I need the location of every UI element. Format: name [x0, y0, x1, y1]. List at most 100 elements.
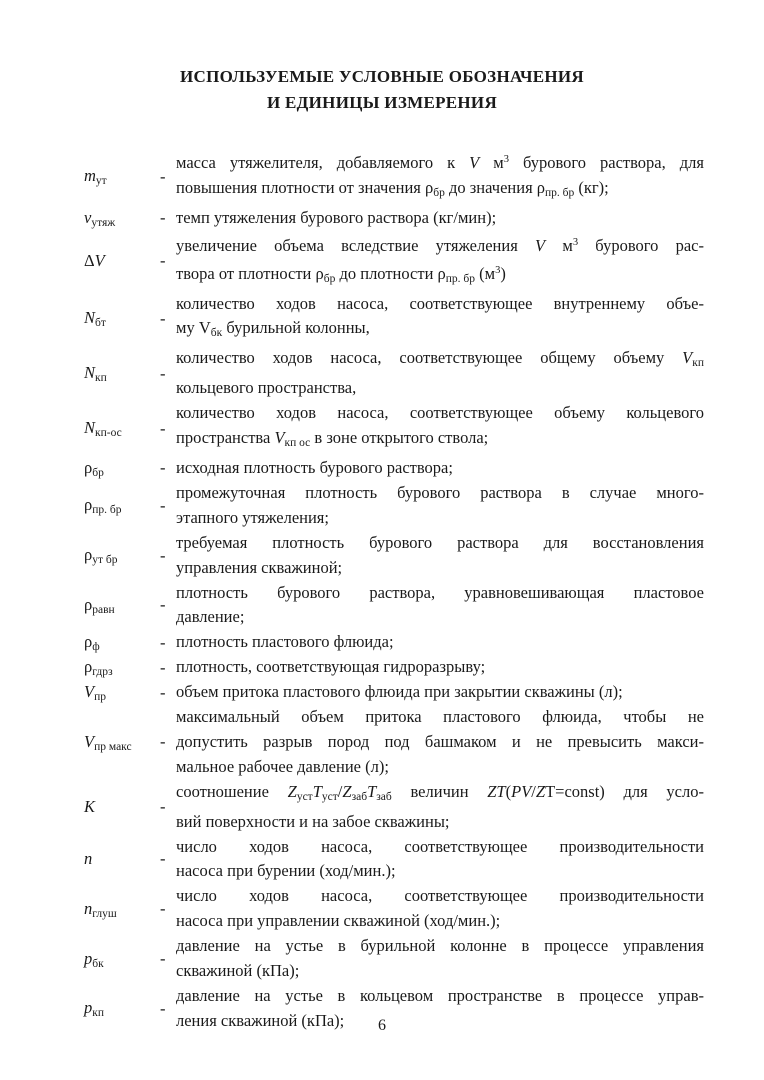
definition-text: исходная плотность бурового раствора;: [176, 456, 704, 481]
definition-line: исходная плотность бурового раствора;: [176, 457, 453, 477]
definition-line: требуемая плотность бурового раствора дл…: [176, 532, 704, 552]
definition-line: допустить разрыв пород под башмаком и не…: [176, 731, 704, 751]
symbol: ρпр. бр: [84, 495, 122, 517]
dash-separator: -: [160, 545, 166, 565]
definition-line: число ходов насоса, соответствующее прои…: [176, 886, 704, 906]
definition-text: число ходов насоса, соответствующее прои…: [176, 835, 704, 885]
definition-text: количество ходов насоса, соответствующее…: [176, 346, 704, 401]
symbol-cell: ΔV: [84, 231, 160, 292]
definition-line: соотношение ZустTуст/ZзабTзаб величин ZT…: [176, 781, 704, 803]
definition-text: плотность пластового флюида;: [176, 630, 704, 655]
page-title-line2: И ЕДИНИЦЫ ИЗМЕРЕНИЯ: [266, 92, 498, 112]
symbol-cell: Vпр макс: [84, 705, 160, 780]
symbol-cell: ρпр. бр: [84, 481, 160, 531]
page-title: ИСПОЛЬЗУЕМЫЕ УСЛОВНЫЕ ОБОЗНАЧЕНИЯ И ЕДИН…: [0, 64, 764, 115]
definition-line: насоса при управлении скважиной (ход/мин…: [176, 911, 501, 931]
definition-line: мальное рабочее давление (л);: [176, 756, 389, 776]
dash-separator: -: [160, 418, 166, 438]
symbol-cell: Nбт: [84, 292, 160, 347]
symbol: ρбр: [84, 457, 104, 479]
definition-row: vутяж - темп утяжеления бурового раствора …: [84, 206, 704, 231]
definition-row: pкп - давление на устье в кольцевом простр…: [84, 984, 704, 1034]
definition-row: ρгдрз - плотность, соответствующая гидрора…: [84, 655, 704, 680]
symbol-cell: ρф: [84, 630, 160, 655]
dash-separator: -: [160, 949, 166, 969]
symbol: ΔV: [84, 251, 105, 271]
definition-line: плотность пластового флюида;: [176, 632, 394, 652]
definition-text: количество ходов насоса, соответствующее…: [176, 401, 704, 456]
symbol-cell: Nкп-ос: [84, 401, 160, 456]
definition-line: масса утяжелителя, добавляемого к V м3 б…: [176, 153, 704, 172]
definition-line: промежуточная плотность бурового раствор…: [176, 482, 704, 502]
definition-text: плотность бурового раствора, уравновешив…: [176, 581, 704, 631]
symbol: Vпр: [84, 682, 106, 704]
definition-line: вий поверхности и на забое скважины;: [176, 811, 450, 831]
symbol-cell: vутяж: [84, 206, 160, 231]
definition-row: Nкп - количество ходов насоса, соответству…: [84, 346, 704, 401]
definition-text: требуемая плотность бурового раствора дл…: [176, 531, 704, 581]
symbol-cell: ρбр: [84, 456, 160, 481]
symbol: Vпр макс: [84, 731, 132, 753]
dash-separator: -: [160, 732, 166, 752]
definition-row: ρравн - плотность бурового раствора, уравн…: [84, 581, 704, 631]
definition-text: промежуточная плотность бурового раствор…: [176, 481, 704, 531]
definition-line: этапного утяжеления;: [176, 507, 329, 527]
definition-text: давление на устье в бурильной колонне в …: [176, 934, 704, 984]
dash-separator: -: [160, 632, 166, 652]
definition-line: му Vбк бурильной колонны,: [176, 318, 370, 340]
definition-text: темп утяжеления бурового раствора (кг/ми…: [176, 206, 704, 231]
symbol: ρравн: [84, 594, 115, 616]
definition-line: твора от плотности ρбр до плотности ρпр.…: [176, 263, 506, 285]
symbol-cell: K: [84, 780, 160, 835]
dash-separator: -: [160, 208, 166, 228]
symbol: nглуш: [84, 898, 117, 920]
symbol: vутяж: [84, 207, 116, 229]
dash-separator: -: [160, 849, 166, 869]
dash-separator: -: [160, 251, 166, 271]
definition-text: количество ходов насоса, соответствующее…: [176, 292, 704, 347]
symbol-cell: ρут бр: [84, 531, 160, 581]
dash-separator: -: [160, 458, 166, 478]
definition-text: объем притока пластового флюида при закр…: [176, 680, 704, 705]
definition-row: ρф - плотность пластового флюида;: [84, 630, 704, 655]
definition-line: плотность бурового раствора, уравновешив…: [176, 582, 704, 602]
page-title-line1: ИСПОЛЬЗУЕМЫЕ УСЛОВНЫЕ ОБОЗНАЧЕНИЯ: [179, 67, 584, 86]
symbol-cell: n: [84, 835, 160, 885]
symbol: mут: [84, 166, 107, 188]
symbol: ρгдрз: [84, 657, 113, 679]
definition-line: давление на устье в бурильной колонне в …: [176, 936, 704, 956]
symbol-cell: ρравн: [84, 581, 160, 631]
symbol: K: [84, 797, 96, 817]
symbol-cell: Nкп: [84, 346, 160, 401]
dash-separator: -: [160, 899, 166, 919]
definition-list: mут - масса утяжелителя, добавляемого к V …: [0, 148, 764, 1034]
symbol: n: [84, 849, 93, 869]
definition-text: число ходов насоса, соответствующее прои…: [176, 884, 704, 934]
symbol: Nкп-ос: [84, 418, 122, 440]
dash-separator: -: [160, 166, 166, 186]
definition-row: K - соотношение ZустTуст/ZзабTзаб величин …: [84, 780, 704, 835]
definition-row: Nкп-ос - количество ходов насоса, соответс…: [84, 401, 704, 456]
definition-text: увеличение объема вследствие утяжеления …: [176, 231, 704, 292]
definition-line: кольцевого пространства,: [176, 378, 357, 398]
definition-row: ρбр - исходная плотность бурового раствора…: [84, 456, 704, 481]
definition-line: увеличение объема вследствие утяжеления …: [176, 235, 704, 255]
symbol-cell: pкп: [84, 984, 160, 1034]
definition-row: pбк - давление на устье в бурильной колонн…: [84, 934, 704, 984]
definition-row: mут - масса утяжелителя, добавляемого к V …: [84, 148, 704, 206]
page-number: 6: [378, 1017, 386, 1034]
definition-line: число ходов насоса, соответствующее прои…: [176, 836, 704, 856]
symbol: ρф: [84, 632, 100, 654]
definition-line: скважиной (кПа);: [176, 961, 300, 981]
definition-line: пространства Vкп ос в зоне открытого ств…: [176, 428, 489, 450]
definition-line: насоса при бурении (ход/мин.);: [176, 861, 396, 881]
symbol: pкп: [84, 998, 104, 1020]
definition-row: nглуш - число ходов насоса, соответствующе…: [84, 884, 704, 934]
symbol-cell: ρгдрз: [84, 655, 160, 680]
symbol-cell: mут: [84, 148, 160, 206]
definition-line: ления скважиной (кПа);: [176, 1010, 345, 1030]
dash-separator: -: [160, 308, 166, 328]
symbol: Nбт: [84, 308, 106, 330]
symbol: pбк: [84, 948, 104, 970]
